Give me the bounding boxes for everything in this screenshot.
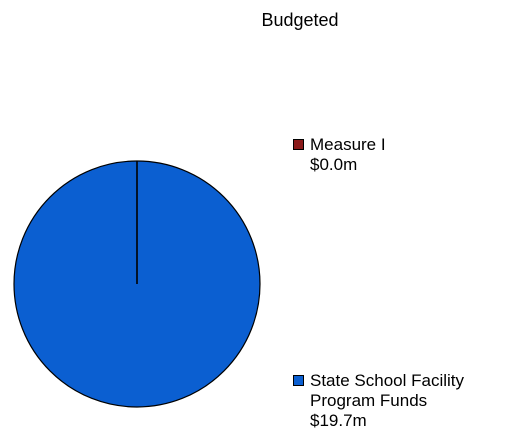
legend-swatch-measure-i	[293, 139, 304, 150]
legend-label-line: Program Funds	[310, 391, 428, 410]
legend-label-line: Measure I	[310, 135, 386, 154]
legend-label-line: State School Facility	[310, 371, 465, 390]
chart-title: Budgeted	[261, 10, 339, 30]
legend-swatch-state-school-facility	[293, 375, 304, 386]
legend-label-state-school-facility: State School Facility Program Funds $19.…	[310, 371, 464, 431]
legend-value-line: $19.7m	[310, 411, 367, 430]
legend-label-measure-i: Measure I $0.0m	[310, 135, 386, 175]
legend-value-line: $0.0m	[310, 155, 358, 174]
